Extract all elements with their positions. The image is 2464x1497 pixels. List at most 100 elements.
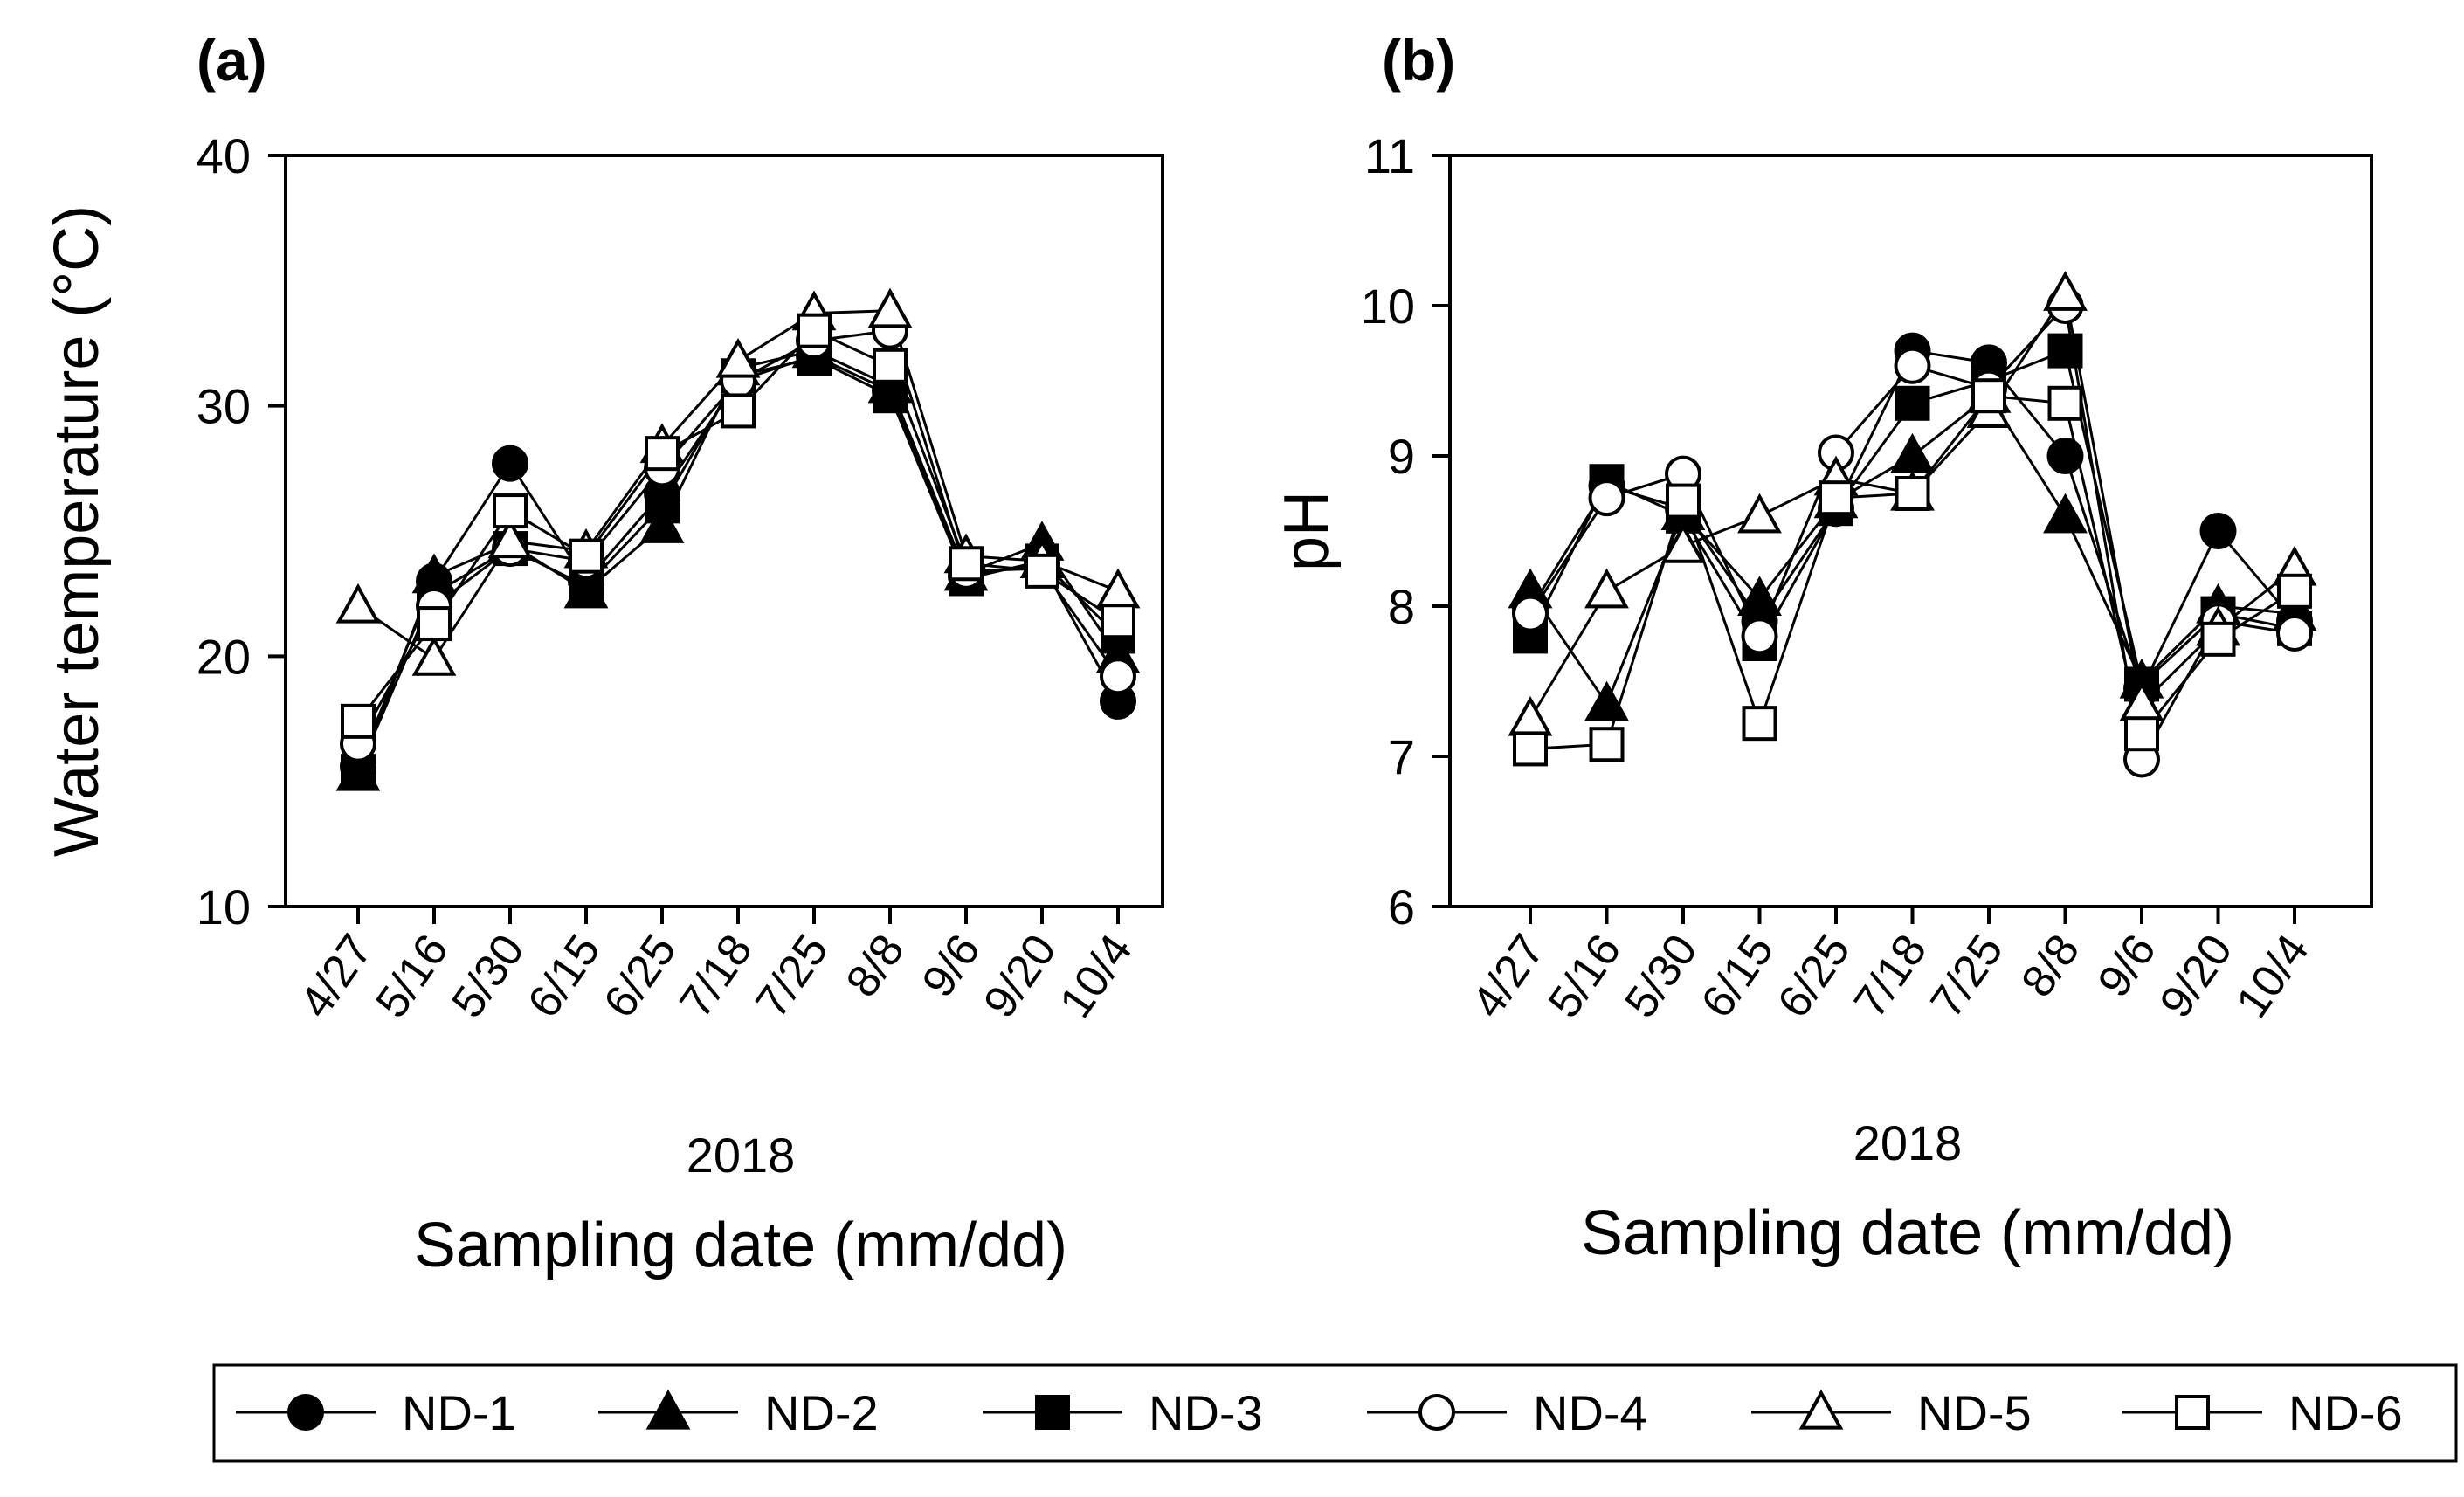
panel-a-point-nd-5 [867,287,913,328]
panel-b-point-nd-4 [1894,347,1931,384]
panel-b-point-nd-6 [2277,573,2312,609]
panel-a-label: (a) [197,28,267,93]
panel-a-point-nd-1 [492,445,528,482]
legend-box [212,1363,2458,1463]
panel-b-point-nd-1 [2046,438,2084,474]
panel-b-point-nd-2 [1584,680,1629,721]
panel-a-point-nd-6 [493,493,528,529]
legend-entries: ND-1 ND-2 ND-3 ND-4 ND-5 ND-6 [236,1385,2403,1440]
panel-b-point-nd-6 [2124,716,2159,752]
panel-b-point-nd-6 [1513,731,1548,767]
panel-a-point-nd-6 [949,546,984,582]
panel-a-point-nd-4 [1100,658,1136,695]
panel-a-x-axis-title: Sampling date (mm/dd) [414,1211,1067,1280]
panel-a-point-nd-6 [797,313,832,348]
panel-b-x-axis: 4/275/165/306/156/257/187/258/89/69/2010… [1462,907,2319,1027]
panel-b-point-nd-3 [2047,333,2083,369]
panel-b-y-tick-label: 6 [1388,880,1415,935]
legend-entry-nd-2: ND-2 [598,1385,879,1440]
panel-b-point-nd-2 [2043,493,2088,534]
panel-a-point-nd-3 [645,488,680,524]
legend-label: ND-1 [402,1385,516,1440]
panel-a-point-nd-5 [335,583,381,624]
panel-b-point-nd-5 [1584,568,1629,609]
panel-b-point-nd-5 [1737,493,1782,534]
legend-entry-nd-4: ND-4 [1367,1385,1647,1440]
panel-b-y-axis-title: pH [1272,491,1342,571]
legend-marker [1035,1395,1070,1430]
panel-a-x-axis-year: 2018 [687,1128,796,1183]
panel-b-point-nd-5 [1508,695,1553,736]
panel-b-x-tick-label: 5/30 [1615,926,1708,1027]
legend-entry-nd-1: ND-1 [236,1385,516,1440]
panel-a-point-nd-3 [873,378,908,414]
panel-a-x-tick-label: 8/8 [837,926,915,1006]
panel-a-point-nd-5 [715,337,761,378]
panel-b-point-nd-4 [2276,614,2313,652]
panel-b-point-nd-6 [2200,621,2236,657]
panel-b-x-tick-label: 5/16 [1539,926,1632,1027]
panel-a-y-axis: 10 20 30 40 [197,128,286,935]
panel-a-x-tick-label: 4/27 [290,926,383,1027]
panel-a-point-nd-6 [1025,553,1059,589]
panel-a-x-tick-label: 7/18 [670,926,763,1027]
panel-b-point-nd-5 [1660,523,1706,563]
panel-b-x-tick-label: 8/8 [2012,926,2089,1006]
legend-label: ND-5 [1917,1385,2032,1440]
panel-a-point-nd-5 [1095,568,1141,609]
panel-b-y-tick-label: 11 [1364,128,1415,183]
panel-a-y-tick-label: 30 [197,379,251,434]
panel-a-x-tick-label: 10/4 [1050,926,1142,1027]
legend: ND-1 ND-2 ND-3 ND-4 ND-5 ND-6 [212,1363,2458,1463]
panel-b-point-nd-6 [1819,480,1853,516]
panel-b-y-tick-label: 7 [1388,729,1415,784]
panel-b-y-tick-label: 9 [1388,429,1415,484]
panel-a-y-tick-label: 10 [197,880,251,935]
panel-a-point-nd-6 [645,436,680,472]
legend-marker [1798,1389,1844,1430]
panel-a-y-axis-title: Water temperature (°C) [42,205,112,857]
panel-b-point-nd-2 [1737,576,1782,616]
panel-b-x-tick-label: 4/27 [1462,926,1555,1027]
panel-b-point-nd-4 [1512,595,1549,632]
panel-b-label: (b) [1382,28,1455,93]
panel-b-point-nd-6 [1589,727,1625,762]
panel-b-x-tick-label: 10/4 [2226,926,2319,1027]
panel-b-x-tick-label: 9/20 [2150,926,2243,1027]
panel-a-series-markers [335,287,1141,791]
panel-b-x-axis-title: Sampling date (mm/dd) [1581,1198,2234,1268]
legend-marker [645,1389,691,1430]
panel-a-y-tick-label: 40 [197,128,251,183]
legend-label: ND-6 [2288,1385,2403,1440]
panel-a-point-nd-2 [639,503,685,543]
legend-label: ND-2 [764,1385,879,1440]
panel-a-point-nd-6 [873,348,908,383]
panel-b-point-nd-6 [1971,378,2006,414]
panel-a-x-tick-label: 5/30 [442,926,535,1027]
panel-a-point-nd-6 [721,393,756,429]
panel-b-point-nd-3 [1895,385,1930,421]
panel-a-x-tick-label: 7/25 [746,926,839,1027]
panel-b-y-axis: 6 7 8 9 10 11 [1361,128,1450,935]
panel-a-x-tick-label: 5/16 [366,926,459,1027]
panel-b-point-nd-5 [2043,271,2088,311]
panel-a-point-nd-5 [411,636,457,676]
panel-b-point-nd-6 [2047,385,2083,421]
panel-b-point-nd-6 [1666,483,1701,519]
panel-b-point-nd-6 [1895,476,1930,511]
legend-label: ND-4 [1533,1385,1647,1440]
panel-b-y-tick-label: 8 [1388,579,1415,634]
panel-a-y-tick-label: 20 [197,629,251,684]
panel-b-point-nd-2 [1890,432,1935,473]
panel-b-point-nd-4 [1741,617,1778,655]
panel-a-x-tick-label: 6/25 [594,926,687,1027]
panel-a-point-nd-6 [569,538,604,574]
panel-a-x-axis: 4/275/165/306/156/257/187/258/89/69/2010… [290,907,1142,1027]
panel-a-x-tick-label: 6/15 [518,926,611,1027]
panel-b-series-markers [1508,271,2317,778]
panel-b-ph: (b) 6 7 8 9 10 11 4/275/165/306/156/257/187/2… [1272,28,2373,1268]
panel-b-point-nd-4 [1588,479,1625,517]
legend-marker [2175,1395,2210,1430]
panel-a-water-temperature: (a) 10 20 30 40 4/275/165/306/156/257/187/2… [42,28,1164,1280]
